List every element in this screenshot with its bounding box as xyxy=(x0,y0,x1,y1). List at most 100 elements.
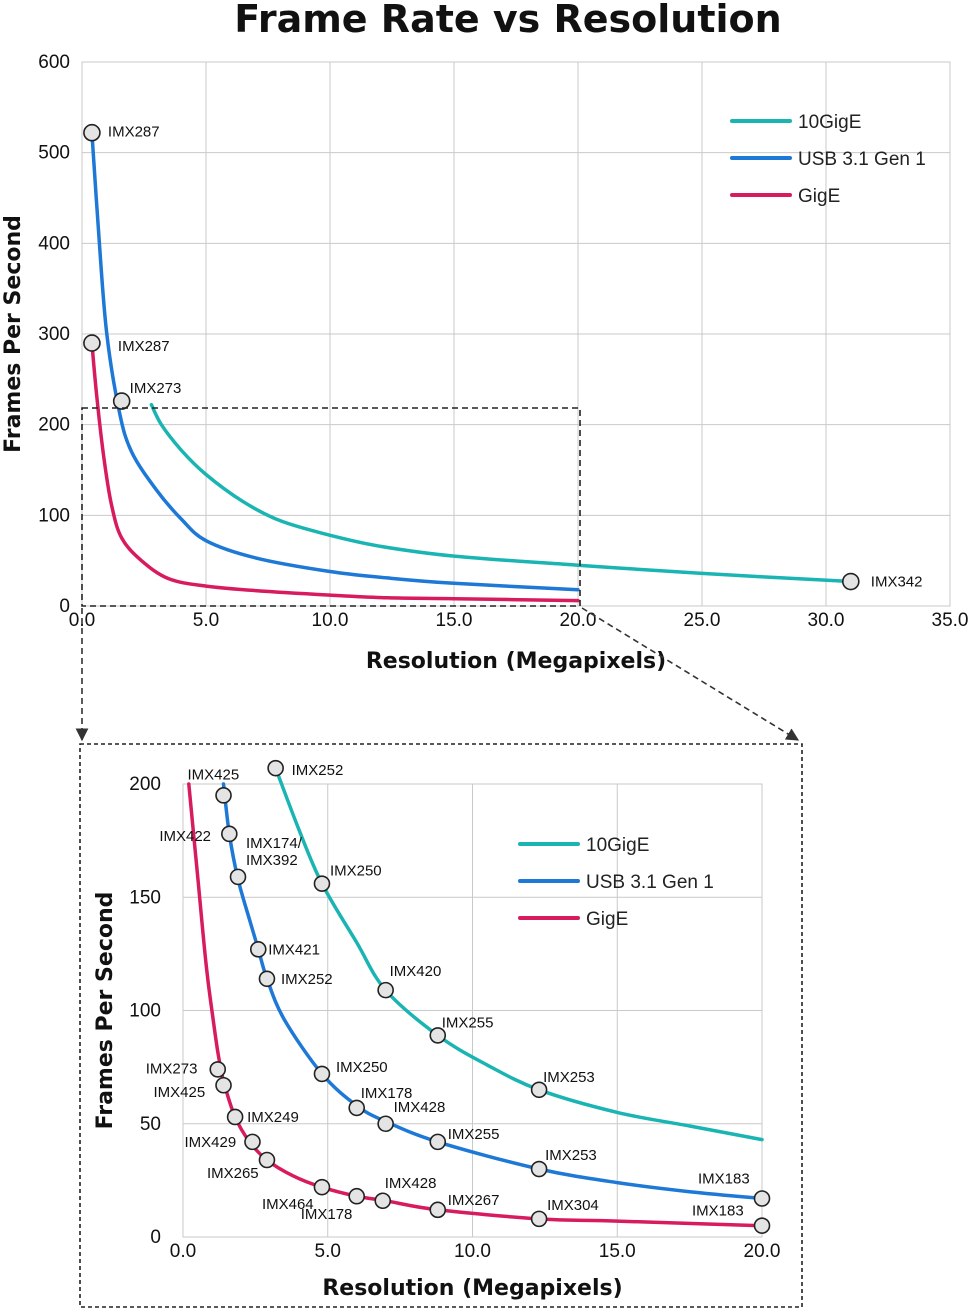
y-axis-title: Frames Per Second xyxy=(1,215,26,453)
zoom-connector-right xyxy=(581,607,800,741)
y-tick-label: 200 xyxy=(38,415,70,436)
point-label-imx287: IMX287 xyxy=(108,124,160,141)
y-tick-label: 100 xyxy=(129,1001,161,1022)
data-point-imx250 xyxy=(313,875,331,892)
y-tick-label: 0 xyxy=(150,1227,161,1248)
point-label-imx255: IMX255 xyxy=(448,1126,500,1143)
data-point-imx287 xyxy=(83,334,101,352)
data-point-imx342 xyxy=(841,572,860,591)
plot-frame xyxy=(182,783,763,1238)
data-point-imx422 xyxy=(221,825,238,843)
point-label-imx267: IMX267 xyxy=(448,1192,500,1209)
x-tick-label: 25.0 xyxy=(684,610,721,631)
point-label-imx428: IMX428 xyxy=(394,1099,446,1116)
data-point-imx178 xyxy=(348,1099,366,1117)
data-point-imx255 xyxy=(429,1133,447,1151)
zoom-chart: 0.0 5.0 10.0 15.0 20.0 0 50 100 150 200 Resolution… xyxy=(93,759,781,1301)
point-label-imx420: IMX420 xyxy=(390,963,442,980)
point-label-imx253: IMX253 xyxy=(543,1069,595,1086)
x-tick-label: 5.0 xyxy=(193,610,219,631)
x-axis-title: Resolution (Megapixels) xyxy=(366,649,666,674)
data-point-imx265 xyxy=(258,1151,276,1169)
x-tick-label: 10.0 xyxy=(312,610,349,631)
data-point-imx273 xyxy=(209,1061,227,1078)
x-tick-label: 20.0 xyxy=(560,610,597,631)
legend: 10GigE USB 3.1 Gen 1 GigE xyxy=(730,112,926,207)
legend-label-gige: GigE xyxy=(586,909,628,930)
data-point-imx425 xyxy=(215,1076,232,1094)
data-point-imx304 xyxy=(530,1210,548,1228)
y-tick-label: 400 xyxy=(38,233,70,254)
point-label-imx253: IMX253 xyxy=(545,1147,597,1164)
series-line-usb-3-1-gen-1 xyxy=(90,130,580,592)
series-line-gige xyxy=(90,341,580,603)
point-label-imx250: IMX250 xyxy=(330,863,382,880)
data-point-imx267 xyxy=(429,1201,447,1219)
point-label-imx178: IMX178 xyxy=(361,1085,413,1102)
zoom-region-box xyxy=(81,407,581,607)
legend-label-10gige: 10GigE xyxy=(798,112,861,133)
point-label-imx183: IMX183 xyxy=(698,1170,750,1187)
data-point-imx253 xyxy=(530,1081,548,1099)
data-point-imx428 xyxy=(377,1115,394,1133)
x-tick-label: 10.0 xyxy=(454,1241,491,1262)
point-label-imx425: IMX425 xyxy=(188,766,240,783)
point-label-imx183: IMX183 xyxy=(692,1203,744,1220)
data-point-imx252 xyxy=(258,970,276,988)
x-tick-label: 15.0 xyxy=(436,610,473,631)
data-point-imx253 xyxy=(530,1160,548,1178)
point-label-imx304: IMX304 xyxy=(547,1197,599,1214)
point-label-imx252: IMX252 xyxy=(292,762,344,779)
x-tick-label: 35.0 xyxy=(932,610,969,631)
point-label-imx250: IMX250 xyxy=(336,1059,388,1076)
legend-label-gige: GigE xyxy=(798,186,840,207)
data-point-imx273 xyxy=(112,392,131,410)
zoom-panel-frame xyxy=(79,743,803,1308)
point-label-imx421: IMX421 xyxy=(268,941,320,958)
x-tick-label: 5.0 xyxy=(315,1241,341,1262)
x-tick-label: 30.0 xyxy=(808,610,845,631)
data-point-imx428 xyxy=(374,1192,392,1210)
point-label-imx255: IMX255 xyxy=(442,1014,494,1031)
y-tick-label: 500 xyxy=(38,143,70,164)
data-point-imx421 xyxy=(249,941,267,958)
point-label-imx342: IMX342 xyxy=(871,574,923,591)
point-label-imx174-imx392: IMX174/IMX392 xyxy=(246,835,303,869)
data-point-imx250 xyxy=(313,1065,331,1083)
legend-label-usb-3-1-gen-1: USB 3.1 Gen 1 xyxy=(586,872,714,893)
y-tick-label: 300 xyxy=(38,324,70,345)
series-line-usb-3-1-gen-1 xyxy=(221,782,764,1201)
legend-label-10gige: 10GigE xyxy=(586,835,649,856)
x-axis-title: Resolution (Megapixels) xyxy=(322,1276,622,1301)
point-label-imx429: IMX429 xyxy=(184,1134,236,1151)
point-label-imx252: IMX252 xyxy=(281,971,333,988)
data-point-imx287 xyxy=(83,123,101,142)
chart-title: Frame Rate vs Resolution xyxy=(234,0,781,41)
x-tick-label: 0.0 xyxy=(170,1241,196,1262)
point-label-imx425: IMX425 xyxy=(154,1084,206,1101)
x-tick-label: 20.0 xyxy=(744,1241,781,1262)
point-label-imx273: IMX273 xyxy=(130,380,182,397)
data-point-imx425 xyxy=(215,787,232,804)
point-label-imx422: IMX422 xyxy=(159,828,211,845)
data-point-imx174-imx392 xyxy=(229,868,247,886)
data-point-imx183 xyxy=(753,1190,771,1207)
y-tick-label: 100 xyxy=(38,505,70,526)
point-label-imx273: IMX273 xyxy=(146,1060,198,1077)
point-label-imx287: IMX287 xyxy=(118,338,170,355)
legend: 10GigE USB 3.1 Gen 1 GigE xyxy=(518,835,714,930)
main-chart: 0.0 5.0 10.0 15.0 20.0 25.0 30.0 35.00100200300… xyxy=(1,52,968,674)
point-label-imx464: IMX464 xyxy=(262,1196,314,1213)
data-point-imx429 xyxy=(244,1133,261,1151)
data-point-imx178 xyxy=(348,1187,366,1205)
data-point-imx252 xyxy=(267,759,284,777)
y-tick-label: 600 xyxy=(38,52,70,73)
y-tick-label: 50 xyxy=(140,1114,161,1135)
y-tick-label: 0 xyxy=(59,596,70,617)
point-label-imx265: IMX265 xyxy=(207,1165,259,1182)
grid xyxy=(81,61,951,607)
data-point-imx255 xyxy=(429,1027,447,1044)
data-point-imx249 xyxy=(226,1108,244,1126)
data-point-imx183 xyxy=(753,1217,771,1234)
